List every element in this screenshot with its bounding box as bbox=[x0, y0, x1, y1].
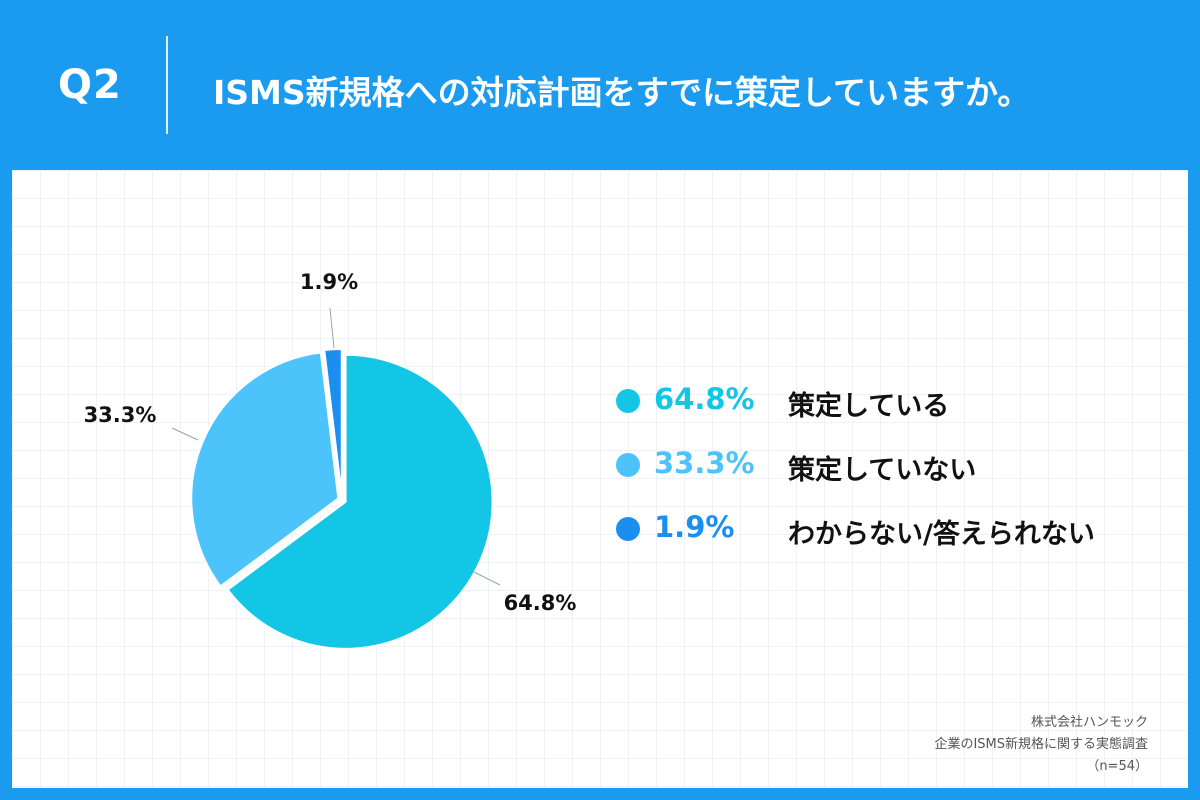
source-note: 株式会社ハンモック 企業のISMS新規格に関する実態調査 （n=54） bbox=[934, 712, 1148, 778]
chart-panel: 64.8% 33.3% 1.9% 64.8% 策定している 33.3% 策定していな… bbox=[12, 170, 1188, 788]
leader-lines bbox=[171, 307, 501, 586]
slice-labels: 64.8% 33.3% 1.9% bbox=[84, 270, 577, 615]
question-title: ISMS新規格への対応計画をすでに策定していますか。 bbox=[213, 73, 1031, 112]
legend-dot bbox=[616, 517, 640, 541]
pie-slice bbox=[226, 353, 494, 650]
header-divider bbox=[166, 36, 168, 134]
question-number: Q2 bbox=[58, 62, 122, 108]
header: Q2 ISMS新規格への対応計画をすでに策定していますか。 bbox=[0, 0, 1200, 170]
leader-line bbox=[329, 307, 335, 349]
slice-label: 1.9% bbox=[300, 270, 358, 294]
source-survey: 企業のISMS新規格に関する実態調査 bbox=[934, 737, 1148, 752]
legend-label: わからない/答えられない bbox=[788, 519, 1095, 550]
leader-line bbox=[473, 571, 501, 586]
legend-percent: 64.8% bbox=[654, 382, 755, 416]
legend-percent: 33.3% bbox=[654, 446, 755, 480]
slice-label: 64.8% bbox=[504, 591, 577, 615]
pie-slices bbox=[190, 348, 494, 650]
source-company: 株式会社ハンモック bbox=[1030, 715, 1148, 730]
legend-dot bbox=[616, 453, 640, 477]
pie-slice bbox=[323, 348, 343, 497]
legend-label: 策定していない bbox=[788, 455, 977, 486]
legend-label: 策定している bbox=[788, 391, 950, 422]
slice-label: 33.3% bbox=[84, 403, 157, 427]
pie-slice bbox=[190, 351, 340, 588]
legend-dot bbox=[616, 389, 640, 413]
pie-chart: 64.8% 33.3% 1.9% bbox=[84, 270, 577, 650]
legend-percent: 1.9% bbox=[654, 510, 735, 544]
leader-line bbox=[171, 427, 199, 441]
source-sample: （n=54） bbox=[1086, 759, 1148, 774]
